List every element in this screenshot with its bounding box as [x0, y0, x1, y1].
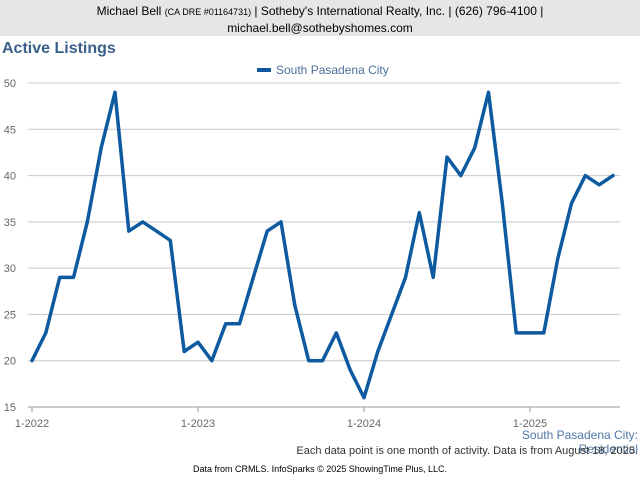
series-label: South Pasadena City: Residential: [521, 428, 638, 456]
x-tick-label: 1-2023: [181, 418, 215, 430]
legend-label: South Pasadena City: [276, 63, 389, 77]
dre-number: (CA DRE #01164731): [164, 7, 252, 17]
x-tick-label: 1-2022: [15, 418, 49, 430]
y-tick-label: 35: [4, 217, 16, 229]
data-source: Data from CRMLS. InfoSparks © 2025 Showi…: [193, 464, 447, 474]
chart-title: Active Listings: [2, 40, 116, 57]
y-tick-label: 45: [4, 124, 16, 136]
y-tick-label: 40: [4, 171, 16, 183]
y-tick-label: 25: [4, 309, 16, 321]
y-tick-label: 50: [4, 78, 16, 90]
x-tick-label: 1-2025: [513, 418, 547, 430]
company-phone: | Sotheby's International Realty, Inc. |…: [251, 4, 544, 18]
agent-name: Michael Bell: [96, 4, 162, 18]
series-line-south-pasadena: [30, 90, 615, 400]
agent-email[interactable]: michael.bell@sothebyshomes.com: [227, 21, 413, 35]
y-tick-label: 30: [4, 263, 16, 275]
y-tick-label: 20: [4, 356, 16, 368]
x-tick-label: 1-2024: [347, 418, 381, 430]
header-bar: Michael Bell (CA DRE #01164731) | Sotheb…: [0, 0, 640, 36]
line-chart: 15 20 25 30 35 40 45 50 1-2022 1-2023 1-2024 1-2025…: [4, 63, 620, 430]
data-note: Each data point is one month of activity…: [296, 445, 638, 457]
y-tick-label: 15: [4, 402, 16, 414]
